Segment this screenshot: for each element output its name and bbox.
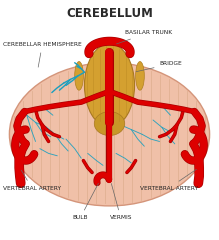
Ellipse shape [94,112,125,136]
Text: CEREBELLAR HEMISPHERE: CEREBELLAR HEMISPHERE [3,42,82,67]
Text: VERTEBRAL ARTERY: VERTEBRAL ARTERY [140,169,198,191]
Ellipse shape [136,61,144,90]
Text: CEREBELLUM: CEREBELLUM [66,7,153,20]
Text: BULB: BULB [72,183,98,220]
Text: BASILAR TRUNK: BASILAR TRUNK [117,30,172,44]
Ellipse shape [75,61,83,90]
Text: BRIDGE: BRIDGE [136,61,182,72]
Ellipse shape [9,63,210,206]
Text: VERMIS: VERMIS [110,184,132,220]
Text: VERTEBRAL ARTERY: VERTEBRAL ARTERY [3,170,61,191]
Ellipse shape [85,44,134,127]
